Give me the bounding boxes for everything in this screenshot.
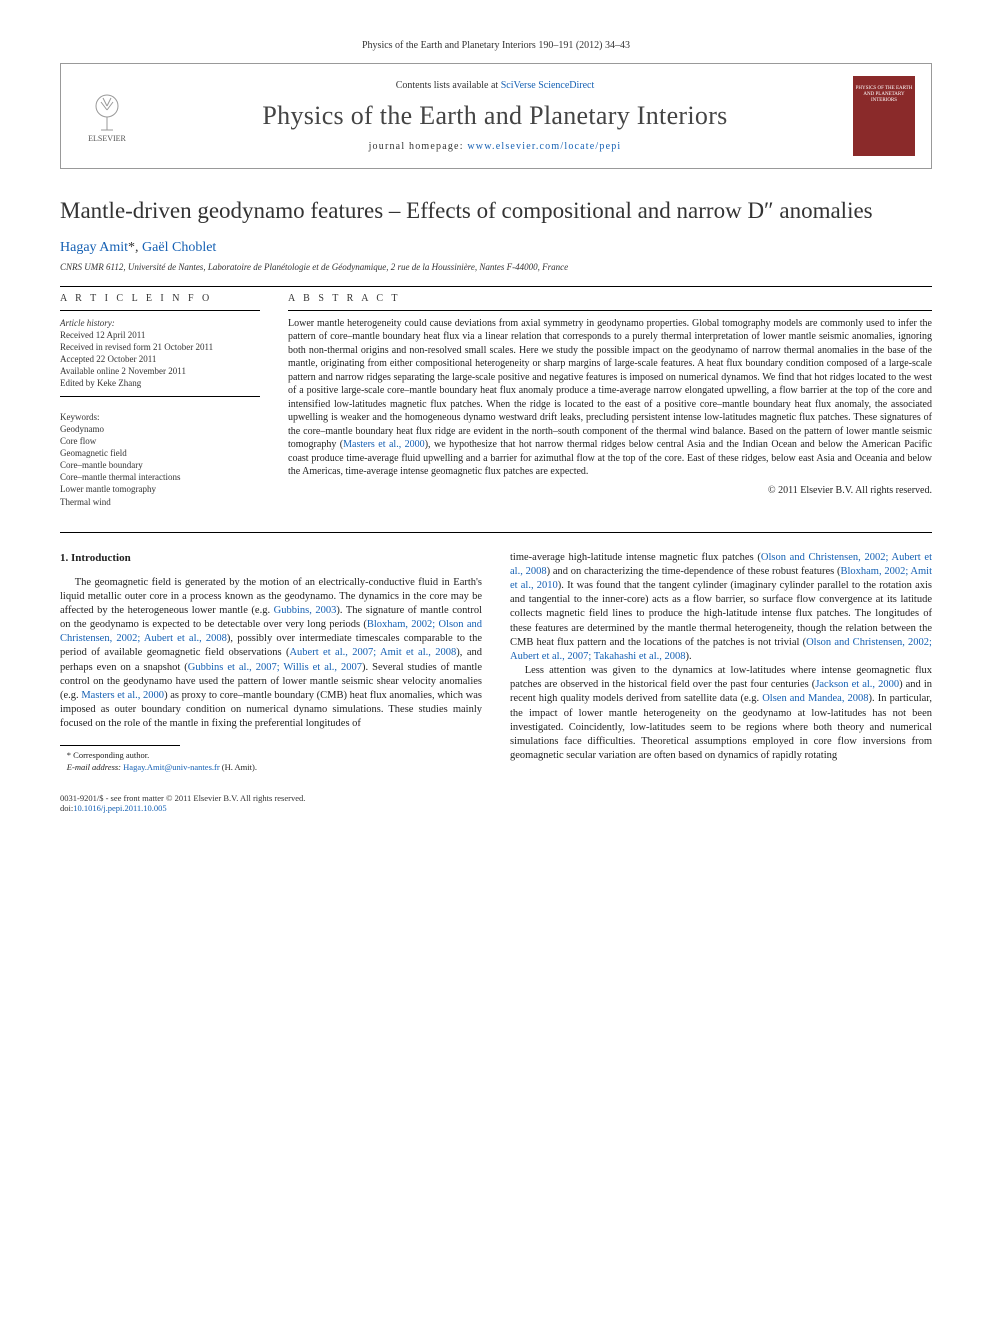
keyword-6: Lower mantle tomography	[60, 483, 260, 495]
history-received: Received 12 April 2011	[60, 329, 260, 341]
doi-label: doi:	[60, 803, 73, 813]
body-rule	[60, 532, 932, 533]
keyword-3: Geomagnetic field	[60, 447, 260, 459]
masthead: ELSEVIER Contents lists available at Sci…	[60, 63, 932, 169]
article-info-label: A R T I C L E I N F O	[60, 293, 260, 304]
column-right: time-average high-latitude intense magne…	[510, 551, 932, 773]
author-2[interactable]: Gaël Choblet	[142, 240, 216, 255]
affiliation: CNRS UMR 6112, Université de Nantes, Lab…	[60, 262, 932, 272]
info-rule-2	[60, 396, 260, 397]
email-label: E-mail address:	[67, 762, 123, 772]
page-footer: 0031-9201/$ - see front matter © 2011 El…	[60, 793, 932, 813]
email-link[interactable]: Hagay.Amit@univ-nantes.fr	[123, 762, 220, 772]
history-revised: Received in revised form 21 October 2011	[60, 341, 260, 353]
journal-homepage-line: journal homepage: www.elsevier.com/locat…	[153, 141, 837, 152]
info-rule-1	[60, 310, 260, 311]
abstract-ref-link[interactable]: Masters et al., 2000	[343, 439, 425, 450]
author-1[interactable]: Hagay Amit	[60, 240, 128, 255]
journal-name: Physics of the Earth and Planetary Inter…	[153, 101, 837, 131]
masthead-center: Contents lists available at SciVerse Sci…	[153, 80, 837, 152]
article-history: Article history: Received 12 April 2011 …	[60, 317, 260, 390]
history-online: Available online 2 November 2011	[60, 365, 260, 377]
c2p1b: ) and on characterizing the time-depende…	[547, 566, 841, 577]
abstract-part-a: Lower mantle heterogeneity could cause d…	[288, 318, 932, 451]
email-who: (H. Amit).	[220, 762, 257, 772]
abstract-column: A B S T R A C T Lower mantle heterogenei…	[288, 293, 932, 508]
c1-ref-5[interactable]: Masters et al., 2000	[81, 690, 164, 701]
c1-ref-4[interactable]: Gubbins et al., 2007; Willis et al., 200…	[188, 662, 362, 673]
article-title: Mantle-driven geodynamo features – Effec…	[60, 197, 932, 226]
abstract-rule	[288, 310, 932, 311]
authors-line: Hagay Amit*, Gaël Choblet	[60, 240, 932, 256]
scidirect-link[interactable]: SciVerse ScienceDirect	[501, 80, 595, 91]
history-editor: Edited by Keke Zhang	[60, 377, 260, 389]
publisher-name: ELSEVIER	[88, 134, 126, 143]
divider-rule	[60, 286, 932, 287]
homepage-link[interactable]: www.elsevier.com/locate/pepi	[467, 141, 621, 152]
c2p1a: time-average high-latitude intense magne…	[510, 552, 761, 563]
abstract-text: Lower mantle heterogeneity could cause d…	[288, 317, 932, 479]
keywords: Keywords: Geodynamo Core flow Geomagneti…	[60, 411, 260, 508]
column-left: 1. Introduction The geomagnetic field is…	[60, 551, 482, 773]
keyword-7: Thermal wind	[60, 496, 260, 508]
c2p1d: ).	[686, 651, 692, 662]
corresponding-footnote: * Corresponding author.	[60, 750, 482, 761]
keyword-2: Core flow	[60, 435, 260, 447]
cover-title: PHYSICS OF THE EARTH AND PLANETARY INTER…	[855, 86, 913, 104]
history-accepted: Accepted 22 October 2011	[60, 353, 260, 365]
contents-available-line: Contents lists available at SciVerse Sci…	[153, 80, 837, 91]
history-heading: Article history:	[60, 317, 260, 329]
contents-prefix: Contents lists available at	[396, 80, 501, 91]
section-1-heading: 1. Introduction	[60, 551, 482, 566]
footnote-rule	[60, 745, 180, 746]
c1-ref-3[interactable]: Aubert et al., 2007; Amit et al., 2008	[289, 647, 456, 658]
abstract-label: A B S T R A C T	[288, 293, 932, 304]
abstract-copyright: © 2011 Elsevier B.V. All rights reserved…	[288, 485, 932, 496]
keyword-4: Core–mantle boundary	[60, 459, 260, 471]
c2-ref-5[interactable]: Olsen and Mandea, 2008	[762, 693, 868, 704]
journal-cover-thumbnail: PHYSICS OF THE EARTH AND PLANETARY INTER…	[853, 76, 915, 156]
c1-ref-1[interactable]: Gubbins, 2003	[274, 605, 337, 616]
article-info-column: A R T I C L E I N F O Article history: R…	[60, 293, 260, 508]
publisher-logo: ELSEVIER	[77, 81, 137, 151]
footer-issn: 0031-9201/$ - see front matter © 2011 El…	[60, 793, 932, 803]
keyword-5: Core–mantle thermal interactions	[60, 471, 260, 483]
citation-header: Physics of the Earth and Planetary Inter…	[60, 40, 932, 51]
doi-link[interactable]: 10.1016/j.pepi.2011.10.005	[73, 803, 166, 813]
c2-ref-4[interactable]: Jackson et al., 2000	[815, 679, 899, 690]
homepage-prefix: journal homepage:	[369, 141, 468, 152]
corr-marker: *	[128, 240, 135, 255]
keyword-1: Geodynamo	[60, 423, 260, 435]
body-columns: 1. Introduction The geomagnetic field is…	[60, 551, 932, 773]
elsevier-tree-icon	[85, 90, 129, 134]
email-footnote: E-mail address: Hagay.Amit@univ-nantes.f…	[60, 762, 482, 773]
keywords-heading: Keywords:	[60, 411, 260, 423]
